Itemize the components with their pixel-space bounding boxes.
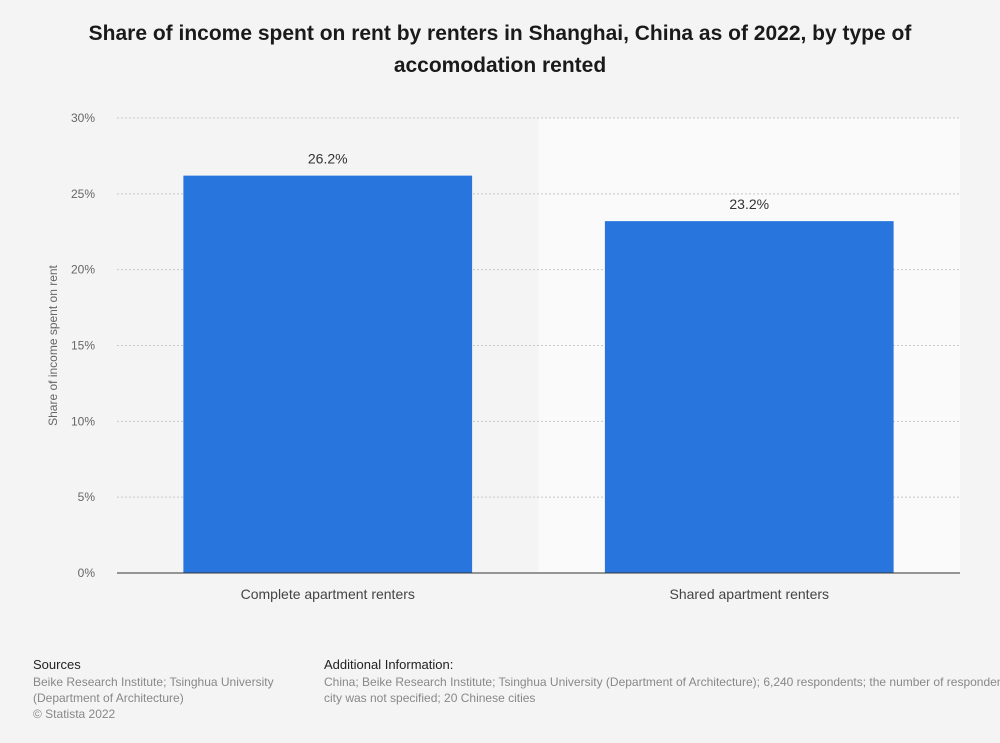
chart-title: Share of income spent on rent by renters… xyxy=(88,22,912,77)
x-category-label: Complete apartment renters xyxy=(241,586,415,602)
y-tick-label: 10% xyxy=(71,414,95,428)
bar xyxy=(604,221,894,573)
additional-info-heading: Additional Information: xyxy=(324,657,454,672)
sources-block: Sources Beike Research Institute; Tsingh… xyxy=(33,657,293,722)
bar-chart: 0% 5% 10% 15% 20% 25% 30% 26.2% Complete apartme… xyxy=(46,111,960,602)
x-category-label: Shared apartment renters xyxy=(669,586,829,602)
bar xyxy=(183,175,473,573)
y-tick-label: 25% xyxy=(71,187,95,201)
y-tick-label: 30% xyxy=(71,111,95,125)
data-label: 26.2% xyxy=(308,151,348,167)
additional-info-text: China; Beike Research Institute; Tsinghu… xyxy=(324,675,1000,705)
y-tick-label: 15% xyxy=(71,339,95,353)
sources-text: Beike Research Institute; Tsinghua Unive… xyxy=(33,675,274,705)
data-label: 23.2% xyxy=(729,196,769,212)
copyright-text: © Statista 2022 xyxy=(33,707,116,721)
y-tick-label: 20% xyxy=(71,263,95,277)
y-tick-label: 5% xyxy=(78,490,96,504)
additional-info-block: Additional Information: China; Beike Res… xyxy=(324,657,1000,706)
y-axis-title: Share of income spent on rent xyxy=(46,264,60,425)
sources-heading: Sources xyxy=(33,657,81,672)
y-tick-label: 0% xyxy=(78,566,96,580)
